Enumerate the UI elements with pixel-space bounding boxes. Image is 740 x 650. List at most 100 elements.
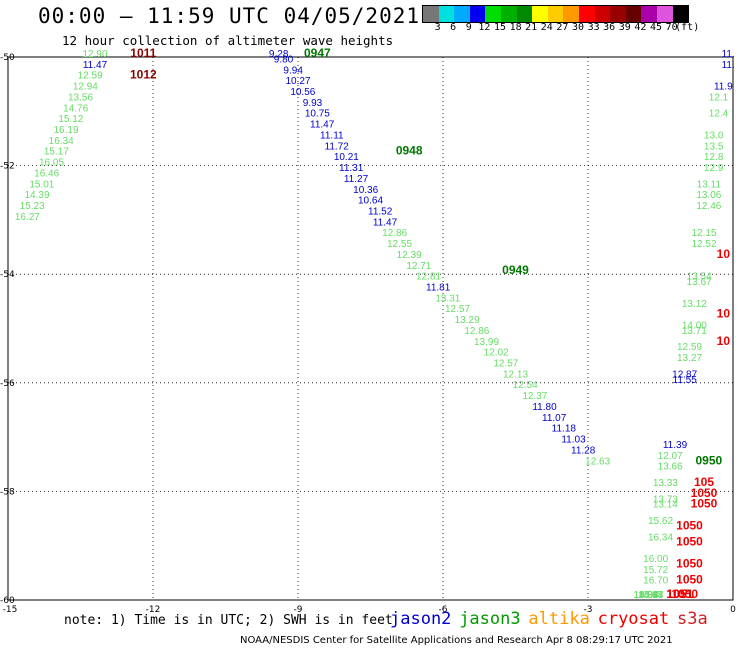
swh-value-label: 16.05: [39, 158, 64, 169]
colorbar-label: 9: [465, 22, 472, 33]
swh-value-label: 12.54: [513, 380, 538, 391]
legend-jason3: jason3: [459, 609, 521, 629]
swh-value-label: 15.17: [44, 147, 69, 158]
swh-value-label: 10: [717, 334, 731, 348]
swh-value-label: 11.31: [339, 163, 364, 174]
swh-value-label: 11.07: [542, 413, 567, 424]
swh-value-label: 105: [694, 475, 714, 489]
swh-value-label: 12.57: [493, 359, 518, 370]
swh-value-label: 9.28: [269, 49, 289, 60]
swh-value-label: 11.55: [673, 375, 698, 386]
swh-value-label: 13.12: [682, 299, 707, 310]
colorbar-swatch: [485, 6, 501, 22]
swh-value-label: 10.21: [334, 152, 359, 163]
colorbar-swatch: [532, 6, 548, 22]
colorbar-label: 3: [434, 22, 441, 33]
swh-value-label: 12.81: [416, 272, 441, 283]
colorbar-label: 70: [665, 22, 678, 33]
swh-value-label: 12.86: [464, 326, 489, 337]
swh-value-label: 11.80: [532, 402, 557, 413]
swh-value-label: 11.: [722, 49, 735, 60]
colorbar-swatch: [656, 6, 673, 22]
swh-value-label: 13.54: [687, 272, 712, 283]
swh-value-label: 16.07: [633, 590, 658, 601]
swh-value-label: 13.94: [633, 590, 658, 601]
swh-value-label: 10: [717, 307, 731, 321]
colorbar-label: 18: [509, 22, 522, 33]
colorbar-swatch: [641, 6, 657, 22]
swh-value-label: 1050: [676, 535, 703, 549]
swh-value-label: 1051: [666, 587, 693, 601]
swh-value-label: 1050: [676, 518, 703, 532]
swh-value-label: 11.72: [325, 141, 350, 152]
swh-value-label: 11.28: [571, 445, 596, 456]
swh-value-label: 11.47: [83, 60, 108, 71]
swh-value-label: 12.8: [704, 152, 724, 163]
swh-value-label: 15.48: [638, 590, 663, 601]
lat-tick-label: -54: [0, 270, 15, 280]
colorbar-swatch: [438, 6, 455, 22]
colorbar-swatch: [423, 6, 439, 22]
swh-value-label: 10.56: [290, 87, 315, 98]
colorbar-label: 45: [649, 22, 663, 33]
swh-value-label: 12.90: [82, 49, 107, 60]
swh-value-label: 10.75: [305, 109, 330, 120]
swh-value-label: 11.47: [373, 217, 398, 228]
colorbar-swatch: [454, 6, 470, 22]
lat-tick-label: -60: [0, 596, 15, 606]
swh-value-label: 14.00: [682, 321, 707, 332]
colorbar-label: 6: [450, 22, 457, 33]
colorbar-swatch: [610, 6, 626, 22]
pass-time-label: 0950: [695, 453, 722, 467]
swh-value-label: 13.06: [696, 190, 721, 201]
colorbar-label: 21: [525, 22, 538, 33]
lon-tick-label: -3: [584, 605, 593, 615]
legend-cryosat: cryosat: [597, 609, 670, 629]
swh-value-label: 16.00: [643, 554, 668, 565]
swh-value-label: 12.13: [503, 369, 528, 380]
legend-jason2: jason2: [390, 609, 452, 629]
colorbar-swatch: [469, 6, 486, 22]
colorbar-swatch: [578, 6, 595, 22]
swh-value-label: 12.9: [704, 163, 724, 174]
swh-value-label: 12.37: [522, 391, 547, 402]
pass-time-label: 0947: [304, 46, 331, 60]
swh-value-label: 11.11: [320, 130, 344, 141]
swh-value-label: 11.47: [310, 120, 335, 131]
swh-value-label: 12.71: [406, 261, 431, 272]
swh-value-label: 12.55: [387, 239, 412, 250]
swh-value-label: 15.23: [20, 201, 45, 212]
swh-value-label: 9.80: [274, 54, 294, 65]
swh-value-label: 13.67: [687, 277, 712, 288]
swh-value-label: 16.34: [49, 136, 74, 147]
swh-value-label: 13.11: [697, 179, 722, 190]
lon-tick-label: -15: [3, 605, 18, 615]
colorbar-label: 27: [556, 22, 569, 33]
pass-time-label: 0949: [502, 263, 529, 277]
colorbar-swatch: [516, 6, 533, 22]
swh-value-label: 15.72: [643, 565, 668, 576]
lon-tick-label: 0: [730, 605, 736, 615]
swh-value-label: 13.66: [658, 462, 683, 473]
swh-value-label: 13.33: [653, 478, 678, 489]
colorbar-label: 12: [478, 22, 491, 33]
swh-value-label: 15.01: [29, 179, 54, 190]
swh-value-label: 12.59: [677, 342, 702, 353]
swh-value-label: 1011: [130, 46, 156, 60]
swh-value-label: 13.14: [653, 500, 678, 511]
swh-value-label: 1051: [666, 587, 693, 601]
page-title: 00:00 — 11:59 UTC 04/05/2021: [38, 4, 421, 28]
map-frame: [7, 56, 734, 601]
swh-value-label: 11.27: [344, 174, 369, 185]
colorbar-swatch: [500, 6, 517, 22]
swh-value-label: 1012: [130, 68, 157, 82]
colorbar: [422, 5, 690, 23]
lat-tick-label: -52: [0, 162, 15, 172]
lat-tick-label: -58: [0, 487, 15, 497]
swh-value-label: 11.52: [368, 206, 393, 217]
swh-value-label: 1050: [676, 573, 703, 587]
swh-value-label: 12.15: [691, 228, 716, 239]
swh-value-label: 11.9: [714, 82, 733, 93]
swh-value-label: 13.29: [455, 315, 480, 326]
lon-tick-label: -12: [146, 605, 161, 615]
